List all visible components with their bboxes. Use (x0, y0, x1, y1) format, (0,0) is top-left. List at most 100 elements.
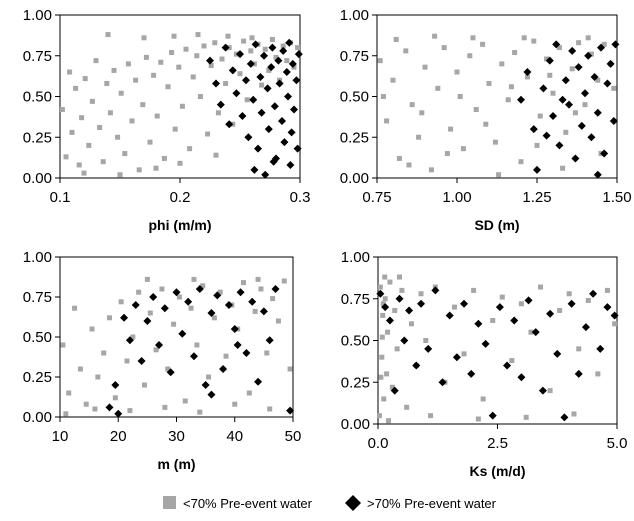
point-high-sd (590, 72, 599, 81)
point-low-sd (505, 97, 511, 103)
point-low-sd (544, 56, 550, 62)
point-low-ks (604, 287, 610, 293)
point-low-m (252, 308, 258, 314)
x-axis-title-m: m (m) (157, 456, 195, 472)
point-high-sd (577, 121, 586, 130)
point-low-phi (143, 54, 149, 60)
x-tick-label-m: 50 (285, 428, 302, 445)
point-high-phi (287, 128, 296, 137)
y-tick-label-phi: 1.00 (23, 7, 52, 24)
point-high-sd (584, 51, 593, 60)
point-low-phi (125, 61, 131, 67)
point-low-phi (69, 129, 75, 135)
point-low-ks (380, 312, 386, 318)
point-low-m (112, 395, 118, 401)
point-low-sd (432, 33, 438, 39)
x-tick-label-phi: 0.1 (50, 189, 71, 206)
point-high-ks (400, 336, 409, 345)
point-high-phi (250, 165, 259, 174)
point-low-ks (557, 307, 563, 313)
point-low-sd (576, 40, 582, 46)
x-tick-label-phi: 0.3 (290, 189, 311, 206)
point-low-phi (171, 33, 177, 39)
point-high-phi (216, 100, 225, 109)
x-axis-title-sd: SD (m) (474, 217, 519, 233)
x-tick-label-phi: 0.2 (170, 189, 191, 206)
point-high-phi (238, 112, 247, 121)
point-high-sd (529, 125, 538, 134)
point-low-phi (219, 56, 225, 62)
point-low-m (118, 299, 124, 305)
point-low-m (60, 342, 66, 348)
point-low-m (287, 366, 293, 372)
point-low-sd (534, 142, 540, 148)
point-high-m (149, 293, 158, 301)
point-low-m (267, 406, 273, 412)
point-low-m (240, 280, 246, 286)
point-high-phi (267, 63, 276, 72)
point-low-phi (161, 155, 167, 161)
panel-m: 0.00 0.25 0.50 0.75 1.00 10 20 30 40 50 m (m) (23, 249, 302, 472)
point-low-phi (176, 64, 182, 70)
point-low-m (182, 398, 188, 404)
point-low-ks (418, 291, 424, 297)
point-low-phi (169, 49, 175, 55)
point-low-sd (588, 51, 594, 57)
point-low-phi (165, 84, 171, 90)
point-high-ks (524, 296, 533, 305)
point-high-phi (293, 144, 302, 153)
point-low-sd (611, 85, 617, 91)
x-tick-label-sd: 1.00 (442, 189, 471, 206)
point-high-m (230, 325, 239, 333)
point-high-phi (249, 95, 258, 104)
point-high-m (120, 313, 129, 322)
point-low-ks (377, 284, 383, 290)
point-low-phi (154, 113, 160, 119)
point-low-phi (100, 159, 106, 165)
point-low-sd (435, 85, 441, 91)
point-low-phi (190, 74, 196, 80)
point-low-ks (423, 338, 429, 343)
point-high-m (286, 406, 295, 415)
point-high-sd (600, 149, 609, 158)
point-low-phi (67, 69, 73, 75)
x-tick-label-sd: 0.75 (362, 189, 391, 206)
y-tick-label-sd: 0.50 (340, 89, 369, 106)
point-high-phi (284, 92, 292, 101)
point-high-ks (510, 316, 519, 325)
point-high-sd (533, 165, 541, 174)
y-tick-label-sd: 1.00 (340, 7, 369, 24)
point-low-phi (213, 152, 219, 158)
point-low-ks (538, 284, 544, 290)
point-high-ks (390, 386, 399, 395)
point-low-sd (441, 45, 447, 51)
point-low-phi (241, 38, 247, 44)
point-low-sd (582, 102, 588, 108)
point-low-m (136, 289, 142, 295)
point-high-phi (257, 108, 266, 117)
point-low-sd (377, 58, 383, 64)
point-low-m (232, 401, 238, 407)
point-low-sd (563, 129, 569, 135)
x-tick-label-m: 30 (168, 428, 185, 445)
point-high-sd (517, 95, 525, 104)
point-low-ks (428, 413, 434, 419)
x-tick-label-sd: 1.25 (522, 189, 551, 206)
point-low-m (270, 296, 276, 302)
y-tick-label-m: 0.00 (23, 409, 52, 426)
point-low-phi (133, 77, 139, 83)
point-low-ks (566, 291, 572, 297)
point-high-m (265, 336, 274, 345)
point-high-ks (381, 303, 390, 312)
point-high-m (254, 377, 263, 386)
point-high-ks (581, 323, 590, 332)
point-high-sd (581, 89, 589, 98)
point-low-m (255, 276, 261, 282)
point-low-sd (572, 110, 578, 116)
point-low-phi (129, 118, 135, 124)
point-low-m (127, 408, 133, 414)
point-low-phi (147, 139, 153, 145)
point-high-m (236, 288, 245, 297)
point-low-sd (480, 41, 486, 47)
